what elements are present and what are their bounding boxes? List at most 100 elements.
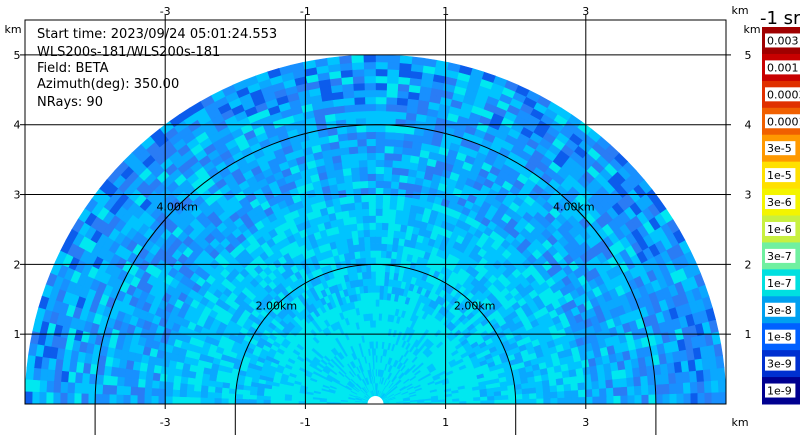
data-cell	[32, 392, 39, 404]
data-cell	[249, 400, 256, 404]
data-cell	[351, 55, 363, 63]
data-cell	[397, 189, 405, 197]
data-cell	[714, 343, 723, 356]
y-tick-label-right: 1	[745, 328, 752, 341]
data-cell	[270, 400, 277, 404]
data-cell	[388, 216, 395, 224]
data-cell	[376, 195, 383, 202]
data-cell	[356, 125, 366, 132]
data-cell	[39, 381, 47, 393]
data-cell	[82, 373, 90, 384]
data-cell	[39, 392, 46, 404]
data-cell	[366, 264, 371, 271]
data-cell	[397, 91, 408, 99]
data-cell	[557, 384, 565, 391]
data-cell	[214, 398, 221, 404]
data-cell	[387, 55, 399, 63]
data-cell	[564, 384, 572, 391]
data-cell	[380, 271, 385, 278]
data-cell	[394, 223, 401, 231]
data-cell	[27, 355, 35, 368]
data-cell	[138, 379, 146, 388]
data-cell	[376, 313, 379, 320]
data-cell	[376, 125, 386, 132]
data-cell	[166, 382, 174, 390]
data-cell	[348, 139, 358, 147]
data-cell	[395, 210, 403, 218]
data-cell	[474, 400, 481, 404]
data-cell	[383, 195, 391, 202]
data-cell	[380, 257, 385, 264]
y-tick-label-right: 4	[745, 119, 752, 132]
data-cell	[536, 386, 543, 392]
data-cell	[683, 382, 691, 393]
data-cell	[381, 230, 387, 237]
data-cell	[366, 132, 376, 139]
data-cell	[607, 396, 614, 404]
data-cell	[717, 368, 725, 381]
data-cell	[501, 395, 508, 400]
data-cell	[397, 98, 408, 106]
data-cell	[376, 118, 386, 125]
data-cell	[635, 395, 642, 404]
data-cell	[508, 394, 515, 399]
data-cell	[359, 174, 367, 181]
data-cell	[376, 229, 382, 236]
data-cell	[187, 384, 195, 391]
data-cell	[242, 395, 249, 400]
data-cell	[565, 397, 572, 404]
data-cell	[117, 377, 125, 386]
data-cell	[389, 202, 397, 210]
range-ring-label: 4.00km	[156, 201, 198, 214]
data-cell	[343, 98, 354, 106]
data-cell	[60, 393, 67, 404]
data-cell	[152, 373, 160, 381]
range-ring-label: 2.00km	[256, 299, 298, 312]
data-cell	[378, 313, 381, 320]
data-cell	[376, 264, 381, 271]
data-cell	[368, 202, 375, 209]
data-cell	[368, 195, 375, 202]
data-cell	[376, 209, 383, 216]
data-cell	[370, 257, 375, 264]
data-cell	[28, 343, 37, 356]
data-cell	[88, 394, 95, 404]
data-cell	[339, 56, 352, 64]
data-cell	[173, 383, 181, 391]
data-cell	[592, 388, 599, 396]
data-cell	[614, 395, 621, 404]
data-cell	[270, 397, 277, 401]
data-cell	[348, 210, 356, 218]
data-cell	[376, 181, 384, 188]
data-cell	[145, 372, 153, 381]
data-cell	[179, 397, 186, 404]
data-cell	[393, 153, 402, 161]
range-ring-label: 2.00km	[454, 299, 496, 312]
data-cell	[228, 394, 235, 399]
data-cell	[697, 381, 705, 393]
data-cell	[365, 111, 375, 118]
data-cell	[370, 243, 376, 250]
data-cell	[391, 174, 400, 182]
data-cell	[228, 399, 235, 404]
data-cell	[193, 398, 200, 404]
data-cell	[365, 257, 370, 264]
data-cell	[376, 146, 385, 153]
data-cell	[371, 285, 375, 292]
data-cell	[613, 387, 620, 396]
data-cell	[649, 394, 656, 404]
y-tick-label-right: 2	[745, 258, 752, 271]
data-cell	[467, 401, 474, 404]
data-cell	[109, 395, 116, 404]
data-cell	[376, 62, 388, 69]
data-cell	[389, 209, 396, 217]
data-cell	[550, 391, 557, 398]
data-cell	[369, 215, 376, 222]
data-cell	[376, 104, 387, 111]
data-cell	[380, 264, 385, 271]
data-cell	[391, 181, 399, 189]
data-cell	[215, 387, 222, 393]
data-cell	[376, 243, 382, 250]
data-cell	[151, 388, 158, 396]
